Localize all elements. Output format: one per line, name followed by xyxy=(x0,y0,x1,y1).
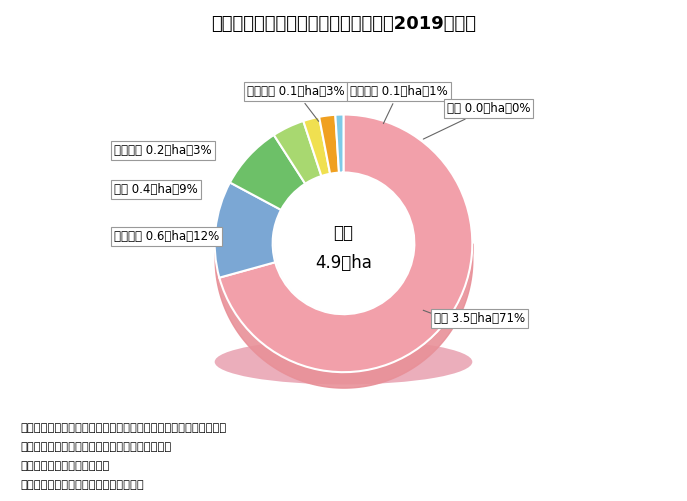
Wedge shape xyxy=(335,115,344,173)
Text: カモシカ 0.2千ha、3%: カモシカ 0.2千ha、3% xyxy=(114,144,212,157)
Text: イノシシ 0.1千ha、1%: イノシシ 0.1千ha、1% xyxy=(350,85,448,124)
Wedge shape xyxy=(319,115,339,174)
Wedge shape xyxy=(214,182,281,278)
Text: 資料：林野庁研究指導課、業務課調べ。: 資料：林野庁研究指導課、業務課調べ。 xyxy=(21,480,144,490)
Text: シカ 3.5千ha、71%: シカ 3.5千ha、71% xyxy=(433,312,525,325)
Text: ノネズミ 0.6千ha、12%: ノネズミ 0.6千ha、12% xyxy=(114,230,219,243)
Text: 合計: 合計 xyxy=(333,224,354,242)
Text: 4.9千ha: 4.9千ha xyxy=(315,254,372,272)
Wedge shape xyxy=(230,135,305,210)
Wedge shape xyxy=(219,115,473,372)
Text: 注１：数値は、国有林及び民有林の合計で、森林管理局および都道: 注１：数値は、国有林及び民有林の合計で、森林管理局および都道 xyxy=(21,423,227,433)
Ellipse shape xyxy=(214,339,473,384)
Wedge shape xyxy=(303,117,330,176)
Text: クマ 0.4千ha、9%: クマ 0.4千ha、9% xyxy=(114,183,198,196)
Text: サル 0.0千ha、0%: サル 0.0千ha、0% xyxy=(423,102,530,139)
Text: ２：森林及び苗畝の被害。: ２：森林及び苗畝の被害。 xyxy=(21,461,110,471)
Wedge shape xyxy=(274,121,322,184)
Text: 主要な野生鳥獣による森林被害面積（2019年度）: 主要な野生鳥獣による森林被害面積（2019年度） xyxy=(211,15,476,33)
Text: 府県からの報告に基づき、集計したもの。: 府県からの報告に基づき、集計したもの。 xyxy=(21,442,172,452)
Text: ノウサギ 0.1千ha、3%: ノウサギ 0.1千ha、3% xyxy=(247,85,344,121)
